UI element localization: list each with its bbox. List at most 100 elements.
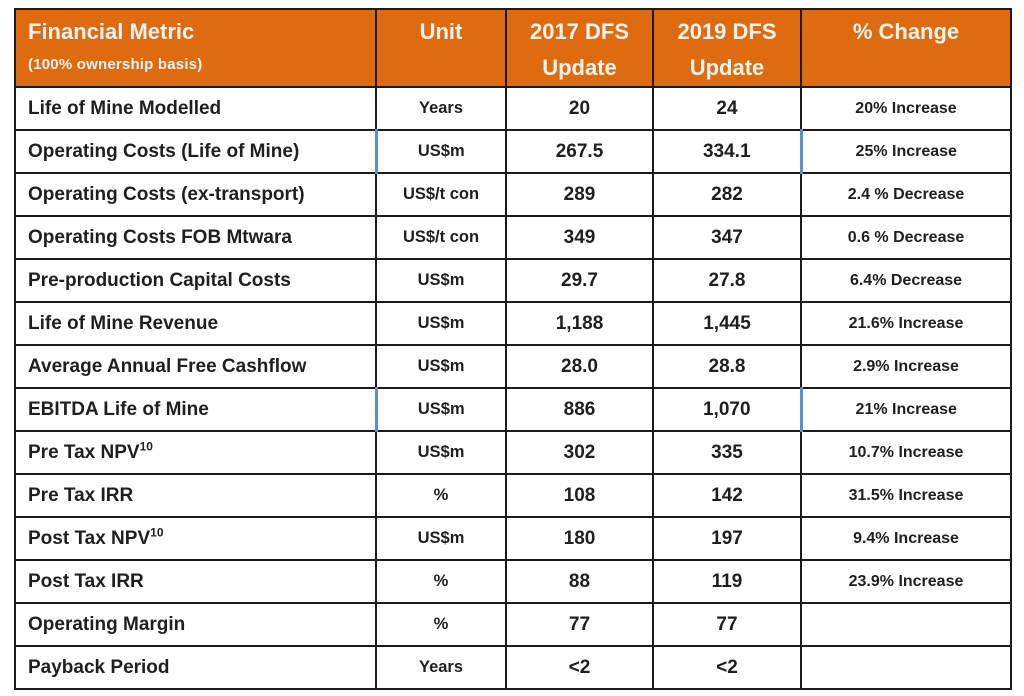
2017-value-cell: 349: [505, 215, 654, 260]
2019-value-cell: 142: [652, 473, 802, 518]
metric-cell: Operating Margin: [14, 602, 377, 647]
change-cell: 0.6 % Decrease: [800, 215, 1012, 260]
2017-value-cell: 886: [505, 387, 654, 432]
table-body: Life of Mine Modelled Years 20 24 20% Increa…: [14, 86, 1012, 690]
metric-cell: Life of Mine Revenue: [14, 301, 377, 346]
metric-label: Post Tax NPV: [28, 527, 151, 549]
metric-label: Life of Mine Modelled: [28, 97, 222, 119]
table-row: EBITDA Life of Mine US$m 886 1,070 21% Incre…: [14, 387, 1012, 432]
unit-cell: US$m: [375, 301, 507, 346]
2017-value-cell: 289: [505, 172, 654, 217]
header-label-2019-dfs: 2019 DFS: [677, 19, 777, 44]
header-label-2017-dfs: 2017 DFS: [529, 19, 630, 44]
unit-cell: US$m: [374, 129, 507, 174]
unit-cell: US$m: [375, 258, 507, 303]
table-header: Financial Metric (100% ownership basis) …: [14, 8, 1012, 88]
2017-value-cell: 29.7: [505, 258, 654, 303]
unit-cell: US$/t con: [375, 172, 507, 217]
metric-cell: Pre-production Capital Costs: [14, 258, 377, 303]
metric-cell: Operating Costs (Life of Mine): [14, 129, 377, 174]
change-cell: 21.6% Increase: [800, 301, 1012, 346]
unit-cell: %: [375, 473, 507, 518]
table-row: Pre Tax IRR% 108 142 31.5% Increase: [14, 473, 1012, 518]
metric-label: Operating Costs (ex-transport): [28, 183, 305, 205]
table-row: Pre Tax NPV10 US$m 302 335 10.7% Increase: [14, 430, 1012, 475]
table-row: Operating Margin% 77 77: [14, 602, 1012, 647]
unit-cell: US$m: [374, 387, 507, 432]
metric-label: Life of Mine Revenue: [28, 312, 219, 334]
metric-cell: EBITDA Life of Mine: [14, 387, 377, 432]
2017-value-cell: 267.5: [505, 129, 654, 174]
metric-cell: Life of Mine Modelled: [14, 86, 377, 131]
table-row: Pre-production Capital Costs US$m 29.7 27.8…: [14, 258, 1012, 303]
change-cell: 10.7% Increase: [800, 430, 1012, 475]
metric-cell: Post Tax IRR: [14, 559, 377, 604]
metric-cell: Post Tax NPV10: [14, 516, 377, 561]
2019-value-cell: 197: [652, 516, 802, 561]
2017-value-cell: 28.0: [505, 344, 654, 389]
metric-label: EBITDA Life of Mine: [28, 398, 209, 420]
metric-cell: Pre Tax NPV10: [14, 430, 377, 475]
change-cell: 9.4% Increase: [800, 516, 1012, 561]
header-cell-2019-dfs-update: 2019 DFS Update: [652, 8, 802, 88]
2019-value-cell: 1,445: [652, 301, 802, 346]
2017-value-cell: 88: [505, 559, 654, 604]
metric-label: Payback Period: [28, 656, 170, 678]
change-cell: 2.9% Increase: [800, 344, 1012, 389]
change-cell: 20% Increase: [800, 86, 1012, 131]
header-cell-percent-change: % Change: [800, 8, 1012, 88]
header-cell-2017-dfs-update: 2017 DFS Update: [505, 8, 654, 88]
2019-value-cell: 1,070: [652, 387, 802, 432]
change-cell: 25% Increase: [799, 129, 1012, 174]
2019-value-cell: 335: [652, 430, 802, 475]
metric-cell: Pre Tax IRR: [14, 473, 377, 518]
metric-cell: Average Annual Free Cashflow: [14, 344, 377, 389]
header-cell-unit: Unit: [375, 8, 507, 88]
2019-value-cell: 334.1: [652, 129, 802, 174]
unit-cell: US$/t con: [375, 215, 507, 260]
header-label-2019-update: Update: [689, 55, 765, 80]
change-cell: 2.4 % Decrease: [800, 172, 1012, 217]
unit-cell: %: [375, 559, 507, 604]
metric-label: Post Tax IRR: [28, 570, 144, 592]
2017-value-cell: 180: [505, 516, 654, 561]
table-row: Operating Costs FOB Mtwara US$/t con 349 34…: [14, 215, 1012, 260]
table-row: Life of Mine Modelled Years 20 24 20% Increa…: [14, 86, 1012, 131]
unit-cell: Years: [375, 645, 507, 690]
2019-value-cell: <2: [652, 645, 802, 690]
2019-value-cell: 119: [652, 559, 802, 604]
2019-value-cell: 77: [652, 602, 802, 647]
header-label-2017-update: Update: [542, 55, 617, 80]
change-cell: [800, 645, 1012, 690]
unit-cell: US$m: [375, 344, 507, 389]
header-row: Financial Metric (100% ownership basis) …: [14, 8, 1012, 88]
metric-superscript: 10: [150, 525, 164, 540]
metric-label: Pre Tax IRR: [28, 484, 134, 506]
table-row: Life of Mine Revenue US$m 1,188 1,445 21.6% …: [14, 301, 1012, 346]
header-subtitle-ownership-basis: (100% ownership basis): [28, 56, 203, 73]
2017-value-cell: <2: [505, 645, 654, 690]
change-cell: 23.9% Increase: [800, 559, 1012, 604]
metric-label: Pre Tax NPV: [28, 441, 140, 463]
unit-cell: US$m: [375, 430, 507, 475]
header-cell-financial-metric: Financial Metric (100% ownership basis): [14, 8, 377, 88]
change-cell: 31.5% Increase: [800, 473, 1012, 518]
2019-value-cell: 24: [652, 86, 802, 131]
2017-value-cell: 20: [505, 86, 654, 131]
2019-value-cell: 347: [652, 215, 802, 260]
metric-superscript: 10: [139, 439, 153, 454]
table-row: Payback Period Years <2 <2: [14, 645, 1012, 690]
2019-value-cell: 282: [652, 172, 802, 217]
unit-cell: US$m: [375, 516, 507, 561]
metric-cell: Payback Period: [14, 645, 377, 690]
change-cell: [800, 602, 1012, 647]
2017-value-cell: 302: [505, 430, 654, 475]
metric-label: Average Annual Free Cashflow: [28, 355, 307, 377]
unit-cell: Years: [375, 86, 507, 131]
table-row: Post Tax NPV10 US$m 180 197 9.4% Increase: [14, 516, 1012, 561]
change-cell: 6.4% Decrease: [800, 258, 1012, 303]
2017-value-cell: 108: [505, 473, 654, 518]
2019-value-cell: 27.8: [652, 258, 802, 303]
unit-cell: %: [375, 602, 507, 647]
metric-label: Operating Costs (Life of Mine): [28, 140, 300, 162]
